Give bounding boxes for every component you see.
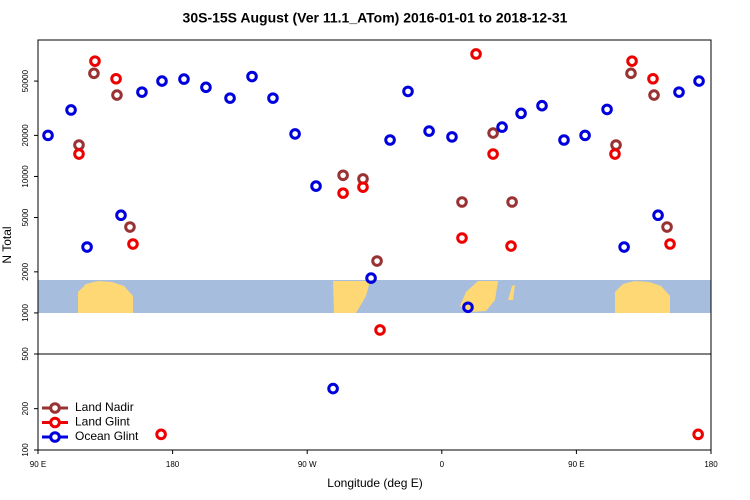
point bbox=[337, 187, 349, 199]
point bbox=[374, 324, 386, 336]
point bbox=[664, 238, 676, 250]
point bbox=[515, 107, 527, 120]
point bbox=[647, 72, 659, 85]
y-tick-label: 1000 bbox=[21, 303, 30, 321]
point bbox=[42, 129, 54, 142]
point bbox=[224, 92, 236, 104]
point bbox=[110, 72, 122, 85]
point bbox=[456, 232, 468, 244]
point bbox=[337, 169, 349, 182]
point bbox=[310, 180, 322, 192]
point bbox=[402, 85, 414, 98]
point bbox=[625, 67, 637, 80]
y-tick-label: 200 bbox=[21, 401, 30, 415]
point bbox=[115, 209, 127, 222]
point bbox=[456, 196, 468, 208]
point bbox=[618, 241, 630, 253]
y-tick-label: 10000 bbox=[21, 165, 30, 188]
point bbox=[536, 99, 548, 112]
point bbox=[692, 428, 704, 441]
point bbox=[558, 134, 570, 146]
y-tick-label: 2000 bbox=[21, 262, 30, 280]
y-tick-label: 50000 bbox=[21, 69, 30, 92]
y-tick-label: 20000 bbox=[21, 124, 30, 147]
point bbox=[470, 48, 482, 60]
legend-marker bbox=[49, 431, 61, 443]
point bbox=[357, 181, 369, 193]
point bbox=[124, 221, 136, 233]
point bbox=[487, 127, 499, 139]
point bbox=[155, 428, 167, 441]
point bbox=[496, 121, 508, 133]
point bbox=[246, 70, 258, 83]
y-tick-label: 5000 bbox=[21, 208, 30, 226]
point bbox=[505, 240, 517, 252]
point bbox=[673, 86, 685, 98]
x-tick-label: 90 E bbox=[568, 460, 584, 469]
point bbox=[579, 129, 591, 142]
point bbox=[462, 301, 474, 314]
point bbox=[81, 241, 93, 253]
legend-marker bbox=[49, 416, 61, 429]
x-tick-label: 180 bbox=[704, 460, 718, 469]
point bbox=[601, 103, 613, 116]
point bbox=[289, 128, 301, 140]
x-axis-label: Longitude (deg E) bbox=[327, 476, 422, 490]
x-tick-label: 0 bbox=[440, 460, 445, 469]
point bbox=[178, 73, 190, 85]
point bbox=[661, 221, 673, 233]
point bbox=[506, 196, 518, 208]
legend-label: Land Glint bbox=[75, 415, 130, 429]
point bbox=[626, 55, 638, 67]
point bbox=[89, 55, 101, 67]
point bbox=[652, 209, 664, 222]
point bbox=[487, 148, 499, 160]
point bbox=[65, 104, 77, 116]
point bbox=[136, 86, 148, 98]
point bbox=[111, 89, 123, 101]
x-tick-label: 180 bbox=[166, 460, 180, 469]
point bbox=[156, 75, 168, 87]
point bbox=[423, 125, 435, 137]
point bbox=[648, 89, 660, 101]
point bbox=[610, 139, 622, 151]
map-strip bbox=[38, 280, 711, 313]
point bbox=[73, 148, 85, 160]
y-tick-label: 100 bbox=[21, 443, 30, 457]
point bbox=[371, 255, 383, 267]
point bbox=[384, 134, 396, 146]
point bbox=[327, 382, 339, 395]
legend-label: Ocean Glint bbox=[75, 429, 139, 443]
point bbox=[609, 148, 621, 160]
y-tick-label: 500 bbox=[21, 347, 30, 361]
point bbox=[88, 67, 100, 80]
point bbox=[693, 75, 705, 87]
point bbox=[365, 272, 377, 284]
plot-frame bbox=[37, 353, 712, 451]
point bbox=[267, 92, 279, 104]
chart-title: 30S-15S August (Ver 11.1_ATom) 2016-01-0… bbox=[183, 10, 568, 26]
point bbox=[127, 238, 139, 250]
x-tick-label: 90 W bbox=[298, 460, 317, 469]
point bbox=[446, 131, 458, 143]
legend-label: Land Nadir bbox=[75, 400, 134, 414]
y-axis-label: N Total bbox=[0, 226, 14, 263]
legend-marker bbox=[49, 402, 61, 414]
x-tick-label: 90 E bbox=[30, 460, 46, 469]
point bbox=[200, 81, 212, 94]
point bbox=[73, 139, 85, 151]
